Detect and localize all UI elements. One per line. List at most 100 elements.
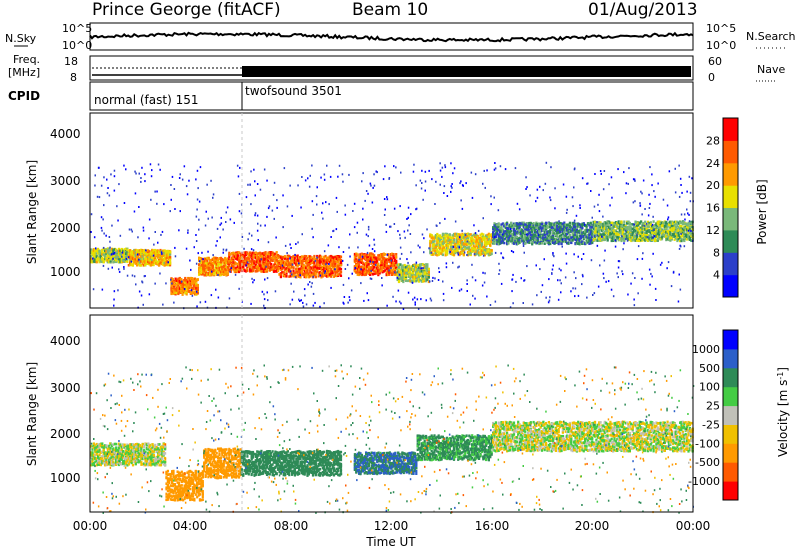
power-heatmap-cell: [141, 254, 144, 258]
power-heatmap-cell: [535, 222, 538, 226]
power-heatmap-cell: [305, 255, 308, 258]
power-heatmap-cell: [472, 245, 475, 248]
power-heatmap-cell: [369, 268, 372, 272]
power-heatmap-cell: [292, 269, 295, 273]
power-heatmap-cell: [506, 223, 509, 226]
power-heatmap-cell: [298, 268, 301, 271]
power-heatmap-cell: [409, 267, 412, 271]
power-heatmap-cell: [311, 261, 315, 264]
power-heatmap-cell: [377, 254, 380, 257]
power-heatmap-cell: [303, 270, 306, 273]
power-heatmap-cell: [261, 260, 264, 264]
power-heatmap-cell: [110, 255, 114, 258]
power-heatmap-cell: [130, 251, 133, 255]
power-heatmap-cell: [507, 238, 510, 241]
power-heatmap-cell: [236, 263, 239, 267]
power-heatmap-cell: [478, 239, 481, 243]
power-heatmap-cell: [479, 251, 482, 255]
power-heatmap-cell: [582, 223, 585, 226]
power-heatmap-cell: [233, 266, 236, 270]
power-heatmap-cell: [391, 258, 394, 262]
power-heatmap-cell: [559, 234, 562, 238]
power-heatmap-cell: [148, 250, 151, 253]
power-heatmap-cell: [202, 266, 205, 269]
power-heatmap-cell: [490, 237, 493, 240]
power-heatmap-cell: [367, 267, 370, 270]
power-heatmap-cell: [567, 231, 570, 234]
power-heatmap-cell: [478, 251, 481, 254]
power-heatmap-cell: [487, 250, 490, 254]
power-heatmap-cell: [314, 265, 317, 269]
power-heatmap-cell: [400, 271, 403, 274]
power-heatmap-cell: [492, 234, 495, 238]
power-heatmap-cell: [163, 259, 166, 262]
power-heatmap-cell: [105, 259, 108, 262]
power-heatmap-cell: [323, 256, 326, 260]
power-heatmap-cell: [444, 248, 447, 251]
power-heatmap-cell: [515, 231, 518, 235]
power-heatmap-cell: [436, 243, 439, 246]
power-heatmap-cell: [281, 271, 284, 274]
power-heatmap-cell: [475, 233, 478, 237]
power-heatmap-cell: [231, 256, 234, 260]
power-heatmap-cell: [353, 257, 356, 260]
power-heatmap-cell: [427, 275, 430, 279]
power-heatmap-cell: [151, 253, 154, 256]
power-heatmap-cell: [554, 222, 557, 225]
power-heatmap-cell: [500, 236, 503, 240]
power-heatmap-cell: [284, 261, 287, 265]
power-heatmap-cell: [532, 233, 535, 237]
power-heatmap-cell: [367, 258, 370, 262]
power-heatmap-cell: [321, 259, 324, 262]
power-heatmap-cell: [578, 234, 581, 238]
power-heatmap-cell: [434, 251, 437, 255]
power-heatmap-cell: [316, 264, 319, 268]
power-heatmap-cell: [487, 238, 490, 241]
power-heatmap-cell: [483, 248, 486, 251]
power-heatmap-cell: [99, 260, 102, 263]
power-heatmap-cell: [339, 274, 343, 277]
power-heatmap-cell: [180, 290, 183, 293]
power-heatmap-cell: [250, 254, 253, 257]
power-heatmap-cell: [388, 273, 391, 276]
power-heatmap-cell: [191, 280, 194, 283]
power-heatmap-cell: [303, 264, 306, 267]
power-heatmap-cell: [264, 255, 267, 258]
power-heatmap-cell: [588, 236, 591, 239]
power-heatmap-cell: [444, 244, 447, 247]
power-heatmap-cell: [532, 226, 535, 229]
power-heatmap-cell: [386, 267, 390, 270]
power-heatmap-cell: [147, 255, 150, 259]
power-heatmap-cell: [511, 233, 514, 237]
power-heatmap-cell: [228, 269, 231, 273]
power-heatmap-cell: [309, 266, 312, 269]
power-heatmap-cell: [497, 242, 500, 246]
power-heatmap-cell: [335, 271, 338, 274]
power-heatmap-cell: [366, 259, 369, 262]
power-heatmap-cell: [338, 262, 341, 266]
power-heatmap-cell: [563, 235, 566, 239]
power-heatmap-cell: [458, 253, 461, 257]
power-heatmap-cell: [215, 269, 219, 272]
power-heatmap-cell: [469, 252, 472, 255]
power-heatmap-cell: [202, 270, 205, 273]
power-heatmap-cell: [292, 255, 295, 258]
power-heatmap-cell: [500, 228, 503, 231]
power-heatmap-cell: [331, 260, 334, 264]
power-heatmap-cell: [386, 265, 390, 268]
power-heatmap-cell: [563, 225, 566, 228]
power-heatmap-cell: [102, 247, 105, 251]
power-heatmap-cell: [385, 261, 388, 264]
power-heatmap-cell: [478, 236, 481, 240]
power-heatmap-cell: [151, 263, 154, 267]
power-heatmap-cell: [445, 249, 449, 252]
power-heatmap-cell: [407, 271, 411, 274]
power-heatmap-cell: [298, 259, 301, 262]
power-heatmap-cell: [515, 222, 518, 225]
power-heatmap-cell: [256, 265, 259, 268]
power-heatmap-cell: [371, 265, 374, 269]
power-heatmap-cell: [403, 272, 406, 275]
power-heatmap-cell: [581, 224, 584, 227]
power-heatmap-cell: [382, 252, 385, 256]
power-heatmap-cell: [571, 229, 574, 232]
